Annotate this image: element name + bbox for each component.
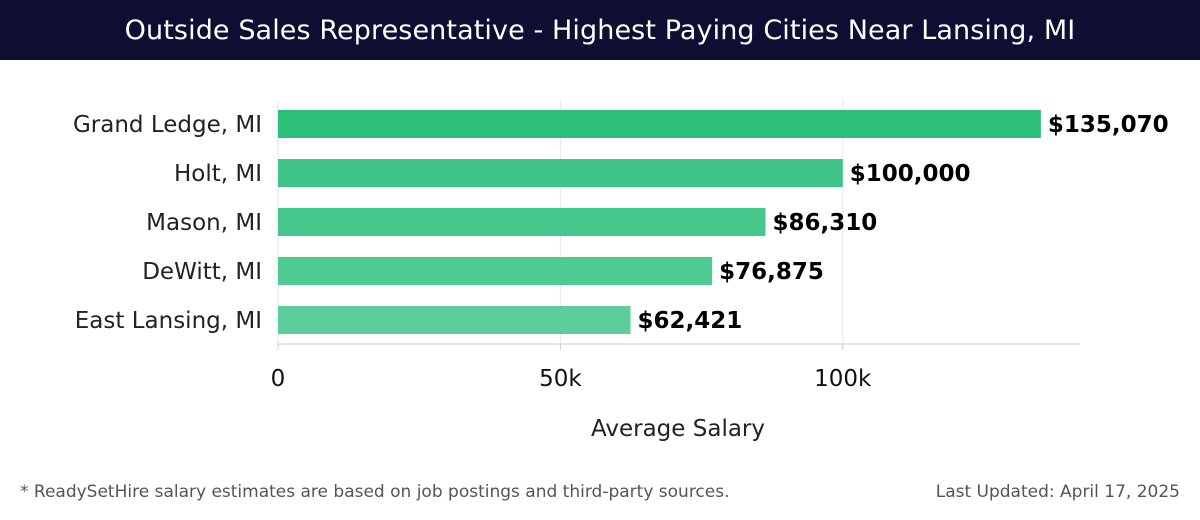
bar — [278, 208, 766, 236]
category-label: Holt, MI — [174, 161, 262, 187]
data-label: $76,875 — [719, 259, 824, 285]
bar — [278, 110, 1041, 138]
data-label: $86,310 — [772, 210, 877, 236]
data-label: $100,000 — [850, 161, 971, 187]
category-label: Mason, MI — [146, 210, 262, 236]
bar — [278, 257, 713, 285]
data-label: $135,070 — [1048, 112, 1169, 138]
bar-chart: Grand Ledge, MI Holt, MI Mason, MI DeWitt, … — [73, 100, 1169, 442]
category-labels: Grand Ledge, MI Holt, MI Mason, MI DeWitt, … — [73, 112, 262, 334]
bars — [278, 110, 1041, 334]
chart-header: Outside Sales Representative - Highest P… — [0, 0, 1200, 60]
footer-last-updated: Last Updated: April 17, 2025 — [935, 482, 1180, 502]
category-label: Grand Ledge, MI — [73, 112, 262, 138]
x-tick-label: 0 — [271, 366, 286, 392]
value-labels: $135,070 $100,000 $86,310 $76,875 $62,421 — [638, 112, 1169, 334]
chart-title: Outside Sales Representative - Highest P… — [124, 14, 1076, 46]
bar — [278, 306, 631, 334]
x-tick-label: 50k — [539, 366, 582, 392]
data-label: $62,421 — [638, 308, 743, 334]
x-tick-label: 100k — [814, 366, 872, 392]
x-axis: 0 50k 100k — [271, 343, 1080, 392]
x-axis-title: Average Salary — [591, 416, 765, 442]
footer-disclaimer: * ReadySetHire salary estimates are base… — [20, 482, 730, 502]
category-label: East Lansing, MI — [75, 308, 262, 334]
bar — [278, 159, 843, 187]
category-label: DeWitt, MI — [142, 259, 262, 285]
